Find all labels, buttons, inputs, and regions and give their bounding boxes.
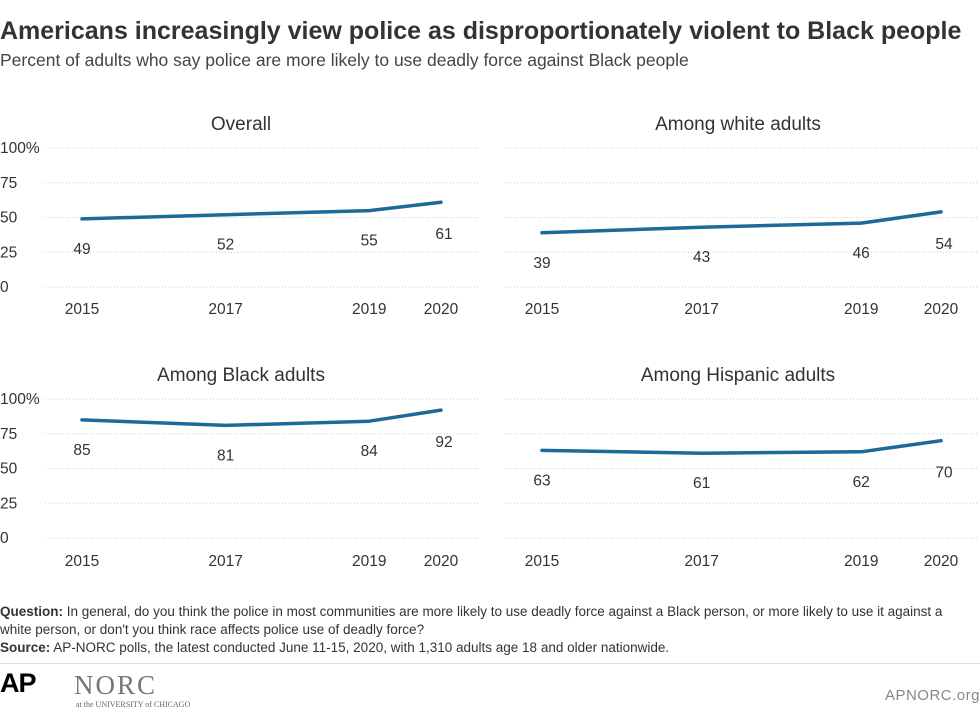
series-line [540,210,943,235]
x-tick-label: 2015 [525,553,559,570]
series-line [80,408,443,428]
norc-wordmark: NORC [74,670,158,700]
chart-subtitle: Percent of adults who say police are mor… [0,50,689,70]
source-label: Source: [0,640,51,655]
data-label: 43 [693,249,710,266]
data-label: 62 [853,474,870,491]
panel-title: Overall [211,114,271,135]
data-label: 55 [361,233,378,250]
x-tick-label: 2020 [924,301,959,318]
x-tick-label: 2015 [65,553,99,570]
x-tick-label: 2017 [684,301,718,318]
data-label: 85 [73,442,90,459]
x-tick-label: 2020 [424,553,459,570]
norc-tagline: at the UNIVERSITY of CHICAGO [76,700,191,709]
panel-title: Among Hispanic adults [641,365,835,386]
x-tick-label: 2019 [844,553,878,570]
data-label: 61 [435,226,452,243]
data-label: 84 [361,443,379,460]
x-tick-label: 2019 [352,301,386,318]
panel-title: Among white adults [655,114,821,135]
panel-title: Among Black adults [157,365,325,386]
y-tick-label: 50 [0,210,18,227]
question-note: Question: In general, do you think the p… [0,603,975,639]
x-tick-label: 2020 [424,301,459,318]
y-tick-label: 100% [0,391,40,408]
data-label: 70 [935,465,953,482]
footer-divider [0,663,980,664]
x-tick-label: 2015 [65,301,99,318]
question-text: In general, do you think the police in m… [0,604,943,637]
data-label: 49 [73,241,90,258]
data-label: 39 [533,255,550,272]
y-tick-label: 75 [0,426,17,443]
source-text: AP-NORC polls, the latest conducted June… [50,640,670,655]
y-tick-label: 100% [0,140,40,157]
series-line [80,200,443,221]
y-tick-label: 0 [0,279,9,296]
data-label: 63 [533,472,550,489]
data-label: 81 [217,447,234,464]
data-label: 54 [935,236,953,253]
y-tick-label: 25 [0,244,17,261]
series-line [540,438,943,455]
y-tick-label: 0 [0,530,9,547]
question-label: Question: [0,604,63,619]
site-url: APNORC.org [884,687,980,704]
x-tick-label: 2019 [844,301,878,318]
data-label: 52 [217,237,234,254]
data-label: 61 [693,475,710,492]
data-label: 46 [853,245,870,262]
x-tick-label: 2017 [684,553,718,570]
y-tick-label: 25 [0,495,17,512]
x-tick-label: 2017 [208,553,242,570]
x-tick-label: 2015 [525,301,559,318]
y-tick-label: 75 [0,175,17,192]
chart-title: Americans increasingly view police as di… [0,17,962,45]
x-tick-label: 2019 [352,553,386,570]
x-tick-label: 2017 [208,301,242,318]
chart-notes: Question: In general, do you think the p… [0,603,975,657]
norc-logo: NORC at the UNIVERSITY of CHICAGO [74,670,234,710]
data-label: 92 [435,434,452,451]
x-tick-label: 2020 [924,553,959,570]
y-tick-label: 50 [0,461,18,478]
small-multiples-chart: Overall 0 25 50 75 100% 2015 2017 2019 2020 49 52 55… [0,114,978,570]
ap-logo: AP [0,668,37,698]
source-note: Source: AP-NORC polls, the latest conduc… [0,639,975,657]
